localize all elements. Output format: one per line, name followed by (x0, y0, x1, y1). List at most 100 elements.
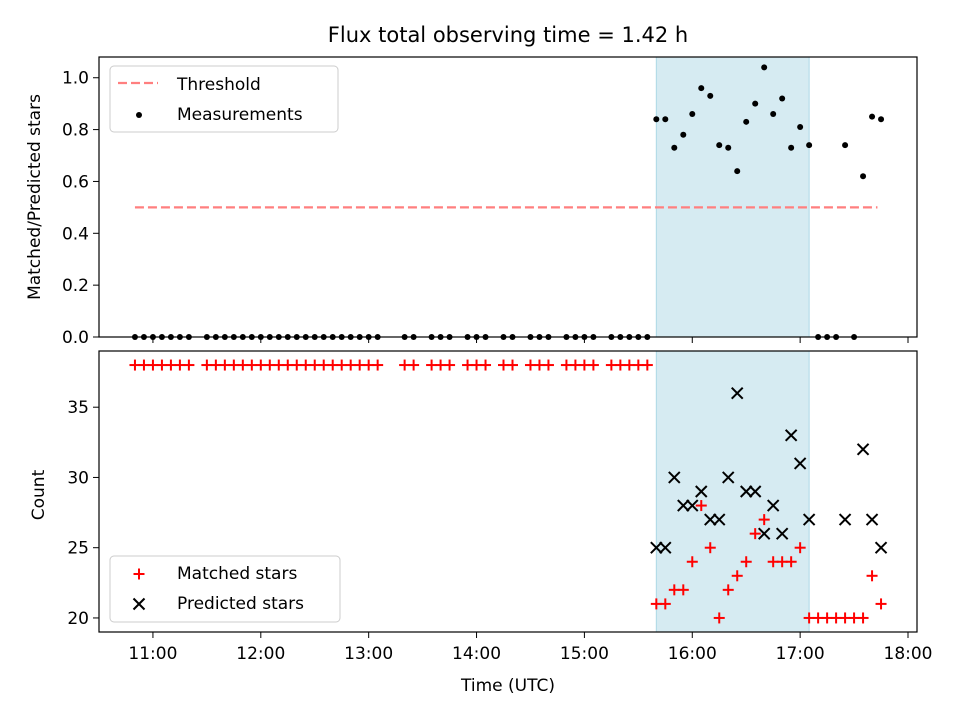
measurement-point (797, 124, 804, 130)
matched-star-point (794, 542, 806, 554)
x-marker-b (650, 541, 663, 554)
legend-threshold-label: Threshold (176, 75, 261, 95)
measurement-point (788, 144, 795, 151)
top-ytick-label: 0.2 (62, 276, 89, 296)
bottom-ylabel: Count (29, 469, 49, 520)
predicted-star-point (784, 429, 798, 442)
bottom-axes-frame (98, 350, 918, 633)
top-highlight-span (655, 56, 810, 338)
x-marker-b (874, 541, 888, 554)
x-marker-b (659, 541, 672, 554)
measurement-point (752, 100, 759, 107)
matched-star-point (785, 556, 797, 568)
legend-predicted-swatch (132, 597, 146, 611)
measurement-point (707, 92, 714, 99)
matched-star-point (731, 570, 743, 582)
bottom-xtick-label: 14:00 (452, 644, 501, 664)
predicted-star-point (766, 499, 780, 512)
predicted-star-point (668, 471, 681, 484)
bottom-panel: 20 25 30 35 11:00 12:00 13:00 14:00 15:00 16:00 17… (29, 350, 933, 696)
matched-star-point (641, 359, 653, 371)
x-marker-b (677, 499, 690, 512)
x-marker-b (695, 485, 708, 498)
top-ylabel: Matched/Predicted stars (25, 94, 45, 300)
predicted-star-point (838, 513, 852, 526)
matched-star-point (444, 359, 456, 371)
bottom-legend-box (109, 555, 341, 623)
predicted-star-point (874, 541, 888, 554)
x-marker-b (686, 499, 699, 512)
top-ytick-label: 0.8 (62, 121, 89, 141)
top-ytick-label: 0.0 (62, 328, 89, 348)
matched-star-point (740, 556, 752, 568)
predicted-star-point (731, 386, 744, 400)
measurement-point (743, 118, 750, 125)
legend-matched-swatch (133, 568, 145, 580)
measurement-point (716, 142, 723, 149)
predicted-star-point (740, 485, 753, 498)
matched-star-point (749, 528, 761, 540)
bottom-xlabel: Time (UTC) (460, 676, 555, 696)
matched-star-point (677, 584, 689, 596)
x-marker-b (784, 429, 798, 442)
x-marker-b (766, 499, 780, 512)
x-marker-b (757, 527, 771, 540)
matched-star-point (722, 584, 734, 596)
bottom-xtick-label: 18:00 (884, 644, 933, 664)
predicted-star-point (775, 527, 789, 540)
measurement-point (770, 111, 777, 118)
bottom-ytick-label: 35 (67, 398, 89, 418)
predicted-star-point (650, 541, 663, 554)
bottom-xtick-label: 13:00 (344, 644, 393, 664)
predicted-star-point (695, 485, 708, 498)
x-marker-b (132, 597, 146, 611)
measurement-point (725, 144, 732, 151)
x-marker-b (856, 443, 870, 456)
matched-star-point (480, 359, 492, 371)
matched-star-point (866, 570, 878, 582)
matched-star-point (659, 598, 671, 610)
measurement-point (779, 95, 786, 102)
x-marker-b (704, 513, 717, 526)
top-ytick-label: 0.6 (62, 172, 89, 192)
chart-title: Flux total observing time = 1.42 h (328, 23, 688, 47)
measurement-point (671, 144, 678, 151)
measurement-point (860, 173, 867, 180)
top-axes-frame (98, 56, 918, 338)
legend-measurements-swatch (136, 112, 142, 118)
matched-star-point (713, 612, 725, 624)
measurement-point (698, 85, 705, 92)
predicted-star-point (793, 457, 807, 470)
predicted-star-point (865, 513, 879, 526)
x-marker-b (713, 513, 726, 526)
bottom-ytick-label: 25 (67, 539, 89, 559)
predicted-star-point (686, 499, 699, 512)
predicted-star-point (713, 513, 726, 526)
predicted-star-point (722, 471, 735, 484)
matched-star-point (542, 359, 554, 371)
predicted-star-point (677, 499, 690, 512)
measurement-point (869, 113, 876, 120)
predicted-star-point (856, 443, 870, 456)
measurement-point (662, 116, 669, 123)
measurement-point (761, 64, 768, 71)
bottom-xtick-label: 16:00 (668, 644, 717, 664)
matched-star-point (875, 598, 887, 610)
x-marker-b (748, 485, 762, 498)
bottom-xtick-label: 15:00 (560, 644, 609, 664)
legend-matched-label: Matched stars (177, 564, 297, 584)
x-marker-b (722, 471, 735, 484)
x-marker-b (775, 527, 789, 540)
matched-star-point (183, 359, 195, 371)
bottom-xtick-label: 17:00 (776, 644, 825, 664)
legend-predicted-label: Predicted stars (177, 594, 304, 614)
top-legend-box (109, 65, 339, 133)
x-marker-b (668, 471, 681, 484)
matched-star-point (686, 556, 698, 568)
matched-star-point (695, 500, 707, 512)
top-panel: 0.0 0.2 0.4 0.6 0.8 1.0 Matched/Predicted sta… (25, 56, 918, 348)
matched-star-point (587, 359, 599, 371)
predicted-star-point (802, 513, 816, 526)
matched-star-point (372, 359, 384, 371)
x-marker-b (838, 513, 852, 526)
